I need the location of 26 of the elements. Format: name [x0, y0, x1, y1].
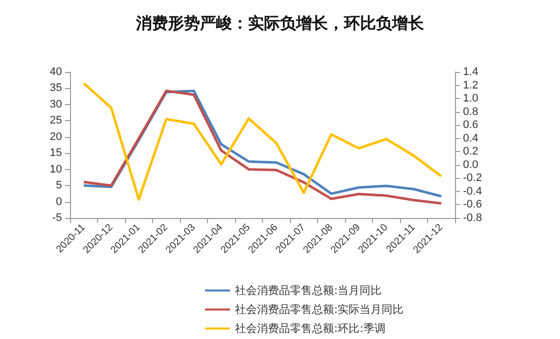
y-tick-label: 40	[50, 66, 62, 78]
y2-tick-label: -0.2	[463, 172, 482, 184]
y-tick-label: 30	[50, 98, 62, 110]
y2-tick-label: 1.2	[463, 79, 478, 92]
y2-tick-label: 1.0	[463, 92, 478, 105]
y2-tick-label: 0.8	[463, 106, 478, 118]
chart-title: 消费形势严峻：实际负增长，环比负增长	[135, 14, 425, 32]
legend-label: 社会消费品零售总额:当月同比	[235, 284, 382, 297]
y-tick-label: 20	[50, 130, 62, 143]
y-tick-label: 5	[56, 180, 62, 192]
y-tick-label: -5	[52, 212, 62, 224]
y2-tick-label: 0.6	[463, 119, 478, 132]
y-tick-label: 25	[50, 114, 62, 127]
y-tick-label: 10	[50, 163, 62, 176]
y2-tick-label: -0.6	[463, 198, 482, 211]
y2-tick-label: 0.2	[463, 146, 478, 158]
y2-tick-label: -0.8	[463, 212, 482, 224]
y-tick-label: 0	[56, 196, 62, 208]
y2-tick-label: 0.0	[463, 158, 478, 171]
y-tick-label: 35	[50, 82, 62, 94]
y2-tick-label: 0.4	[463, 132, 478, 144]
legend-label: 社会消费品零售总额:实际当月同比	[235, 303, 404, 316]
y2-tick-label: -0.4	[463, 185, 482, 198]
y-tick-label: 15	[50, 147, 62, 160]
y2-tick-label: 1.4	[463, 66, 478, 78]
legend-label: 社会消费品零售总额:环比:季调	[235, 322, 386, 335]
